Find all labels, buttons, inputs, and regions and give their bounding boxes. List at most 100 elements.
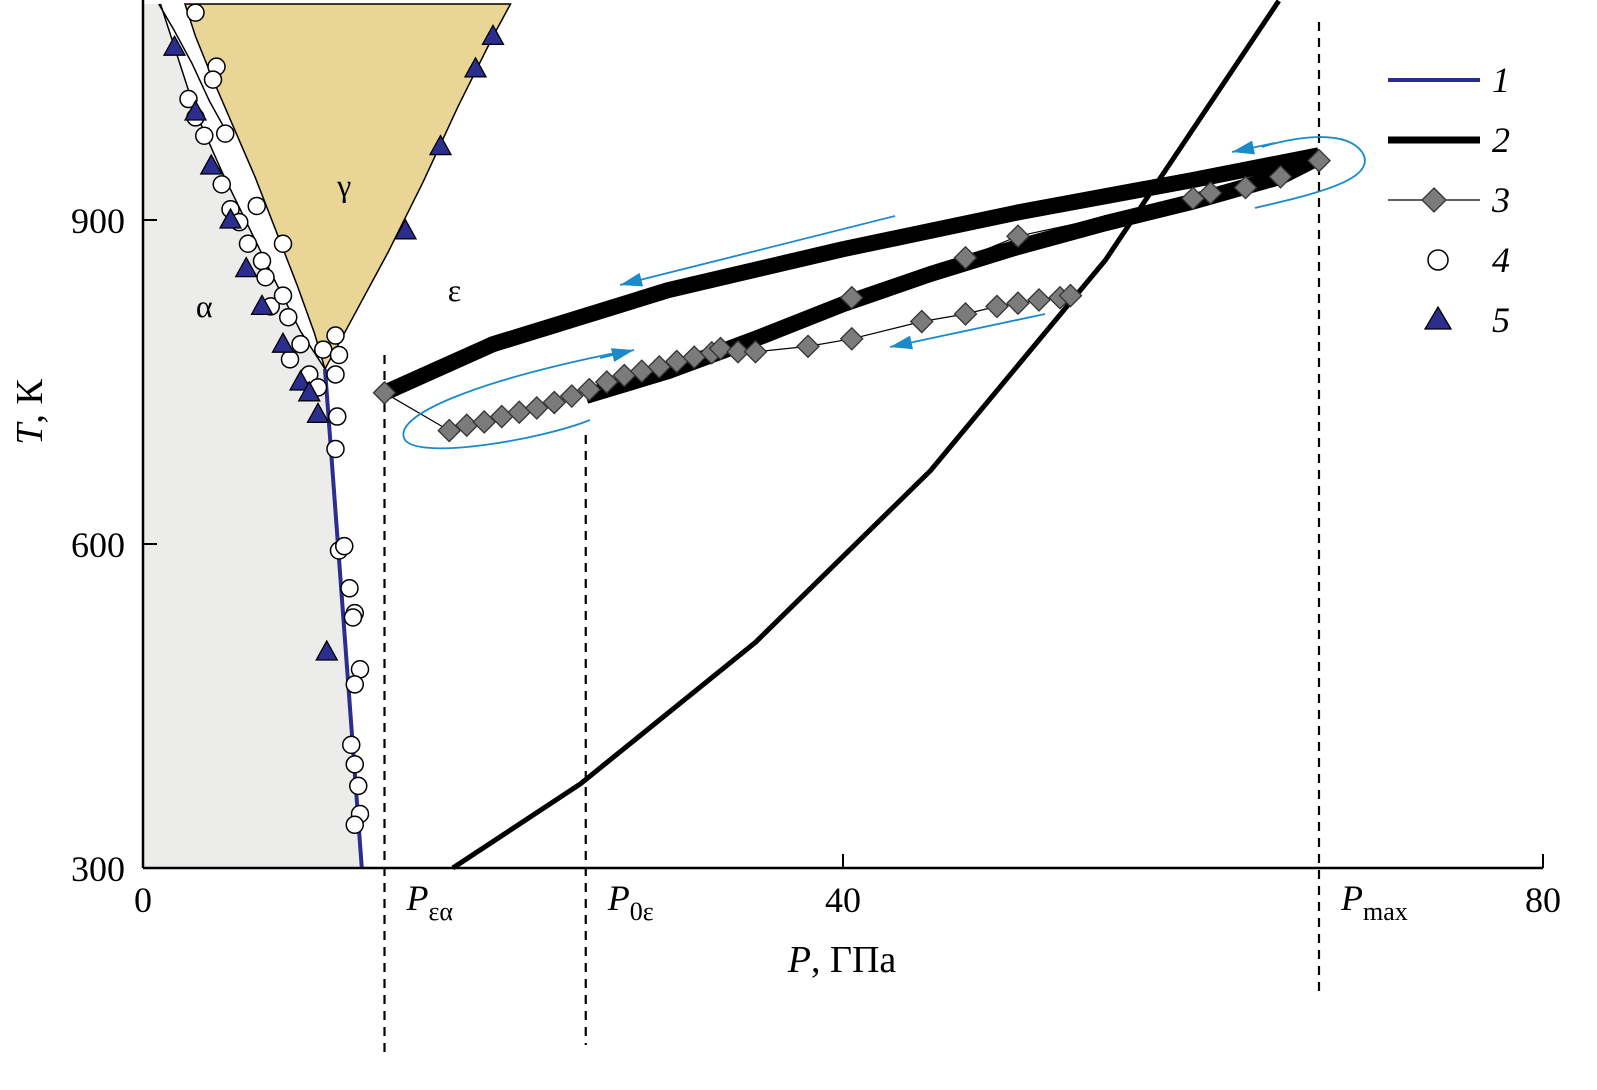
pressure-marker-main: P bbox=[1340, 878, 1363, 918]
series-3-marker bbox=[708, 336, 733, 361]
series-4-marker bbox=[342, 735, 361, 755]
series-5-marker bbox=[481, 24, 505, 46]
series-4-marker bbox=[345, 755, 364, 774]
series-4-marker bbox=[326, 326, 345, 345]
series-3-marker bbox=[1268, 164, 1293, 189]
y-axis-unit: , К bbox=[9, 379, 51, 424]
legend-marker-3 bbox=[1421, 187, 1447, 213]
series-3-marker bbox=[1058, 283, 1083, 308]
series-3-marker bbox=[489, 404, 514, 429]
series-3-marker bbox=[1233, 175, 1258, 200]
direction-arrow-head bbox=[610, 348, 634, 362]
series-3-marker bbox=[437, 418, 462, 443]
series-3-marker bbox=[542, 390, 567, 415]
series-3-marker bbox=[454, 413, 479, 438]
series-4-marker bbox=[256, 267, 275, 287]
legend-label: 4 bbox=[1492, 240, 1510, 280]
pressure-marker-sub: 0ε bbox=[630, 897, 654, 926]
pressure-marker-label: Pmax bbox=[1340, 878, 1408, 926]
series-4-marker bbox=[326, 365, 345, 384]
series-5-marker bbox=[271, 331, 295, 353]
x-tick-label: 80 bbox=[1525, 880, 1561, 920]
series-3-marker bbox=[743, 339, 768, 364]
series-4-marker bbox=[326, 439, 345, 459]
series-4-marker bbox=[329, 345, 349, 365]
series-3-marker bbox=[1006, 224, 1030, 249]
series-4-marker bbox=[340, 579, 359, 598]
pressure-marker-label: Pεα bbox=[406, 878, 454, 926]
series-4-marker bbox=[345, 675, 364, 694]
series-4-marker bbox=[314, 340, 333, 359]
axis-ticks: 0 40 80 300 600 900 bbox=[71, 201, 1561, 920]
series-3-marker bbox=[594, 370, 619, 394]
legend-label: 3 bbox=[1491, 180, 1510, 220]
series-4-marker bbox=[252, 251, 272, 271]
data-series bbox=[162, 0, 1331, 871]
alpha-boundary-lines bbox=[158, 3, 326, 370]
series-4-marker bbox=[273, 286, 293, 305]
direction-arrow-line bbox=[619, 215, 896, 286]
series-4-marker bbox=[291, 334, 310, 354]
x-axis-label: P, ГПа bbox=[787, 939, 897, 981]
legend-label: 5 bbox=[1492, 300, 1510, 340]
series-3-marker bbox=[1198, 181, 1223, 205]
series-4-marker bbox=[279, 307, 298, 327]
series-4-marker bbox=[203, 70, 223, 89]
series-5-marker bbox=[428, 134, 453, 156]
series-3-marker bbox=[953, 245, 978, 270]
series-5-marker bbox=[162, 34, 187, 56]
series-3-marker bbox=[524, 396, 549, 420]
x-tick-label: 0 bbox=[134, 880, 152, 920]
direction-arrow-line bbox=[889, 313, 1046, 348]
pressure-marker-label: P0ε bbox=[607, 878, 654, 926]
series-3-marker bbox=[559, 384, 584, 408]
series-5-marker bbox=[234, 256, 258, 278]
series-5-marker bbox=[250, 294, 274, 316]
x-tick-label: 40 bbox=[825, 880, 861, 920]
direction-loop-upper bbox=[1254, 136, 1366, 209]
direction-loop-lower bbox=[402, 351, 621, 450]
series-5-marker bbox=[199, 153, 223, 175]
phase-label-alpha: α bbox=[196, 288, 213, 324]
series-3-marker bbox=[1307, 148, 1331, 173]
series-3-marker bbox=[1027, 288, 1051, 312]
y-tick-label: 600 bbox=[71, 525, 125, 565]
legend-marker-4 bbox=[1427, 249, 1449, 271]
series-4-marker bbox=[273, 234, 293, 254]
series-3-marker bbox=[472, 410, 497, 434]
series-4-marker bbox=[247, 196, 266, 216]
series-3-marker bbox=[372, 380, 397, 405]
series-3-marker bbox=[726, 339, 750, 364]
series-3-marker bbox=[909, 309, 934, 334]
series-4-marker bbox=[186, 3, 205, 22]
legend-label: 2 bbox=[1492, 120, 1510, 160]
reference-lines: Pεα P0ε Pmax bbox=[383, 22, 1408, 1055]
y-axis-label: T, К bbox=[9, 379, 51, 445]
series-5-marker bbox=[315, 639, 339, 661]
pressure-marker-sub: εα bbox=[429, 897, 454, 926]
series-4-marker bbox=[216, 124, 235, 143]
legend: 1 2 3 4 5 bbox=[1388, 60, 1510, 340]
direction-arrow-head bbox=[1232, 140, 1255, 155]
x-axis-variable: P bbox=[787, 939, 811, 981]
legend-label: 1 bbox=[1492, 60, 1510, 100]
phase-label-epsilon: ε bbox=[448, 272, 461, 308]
series-3-marker bbox=[507, 400, 532, 425]
series-3-marker bbox=[839, 326, 864, 351]
series-5-marker bbox=[393, 218, 418, 240]
series-5-marker bbox=[463, 56, 488, 78]
x-axis-unit: , ГПа bbox=[811, 939, 896, 981]
thick-curve-upper bbox=[381, 147, 1321, 401]
series-5-marker bbox=[183, 99, 208, 121]
series-3-marker bbox=[1006, 291, 1030, 316]
series-4-marker bbox=[345, 815, 364, 835]
steep-curve bbox=[451, 0, 1281, 871]
y-tick-label: 300 bbox=[71, 849, 125, 889]
series-3-marker bbox=[796, 334, 820, 359]
series-5-marker bbox=[218, 207, 243, 229]
legend-marker-5 bbox=[1423, 305, 1453, 330]
series-4-marker bbox=[280, 350, 300, 369]
series-5-marker bbox=[306, 402, 330, 424]
pressure-marker-sub: max bbox=[1363, 897, 1408, 926]
series-4-marker bbox=[195, 126, 214, 146]
